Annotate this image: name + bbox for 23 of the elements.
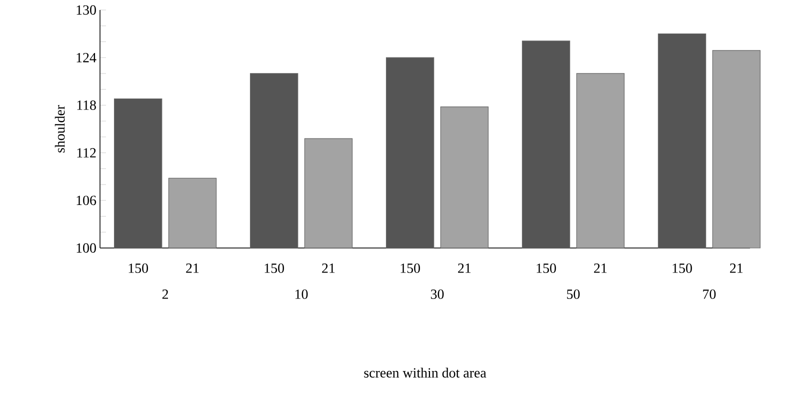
x-tick-label: 70 bbox=[703, 290, 716, 299]
text: 150 bbox=[536, 264, 556, 273]
y-tick-label: 112 bbox=[77, 148, 96, 158]
y-tick-label: 130 bbox=[76, 5, 96, 15]
text: 21 bbox=[594, 264, 607, 273]
x-tick-label: 10 bbox=[296, 290, 308, 299]
x-tick-label: 50 bbox=[567, 290, 580, 299]
y-axis-title: shoulder bbox=[54, 105, 65, 152]
text: 150 bbox=[400, 264, 420, 273]
y-tick-label: 124 bbox=[76, 52, 96, 62]
text: 21 bbox=[458, 264, 471, 273]
text: 150 bbox=[264, 264, 284, 273]
text: 150 bbox=[672, 264, 692, 273]
text: 21 bbox=[322, 264, 335, 273]
x-axis-title: screen within dot area bbox=[364, 368, 486, 378]
y-tick-label: 100 bbox=[76, 243, 96, 253]
y-tick-label: 118 bbox=[77, 100, 96, 110]
series-label: 21 bbox=[186, 264, 199, 273]
y-tick-label: 106 bbox=[76, 196, 96, 206]
x-tick-label: 2 bbox=[162, 290, 168, 299]
series-label: 150 bbox=[128, 264, 148, 273]
text: 21 bbox=[730, 264, 743, 273]
x-tick-label: 30 bbox=[430, 290, 444, 299]
